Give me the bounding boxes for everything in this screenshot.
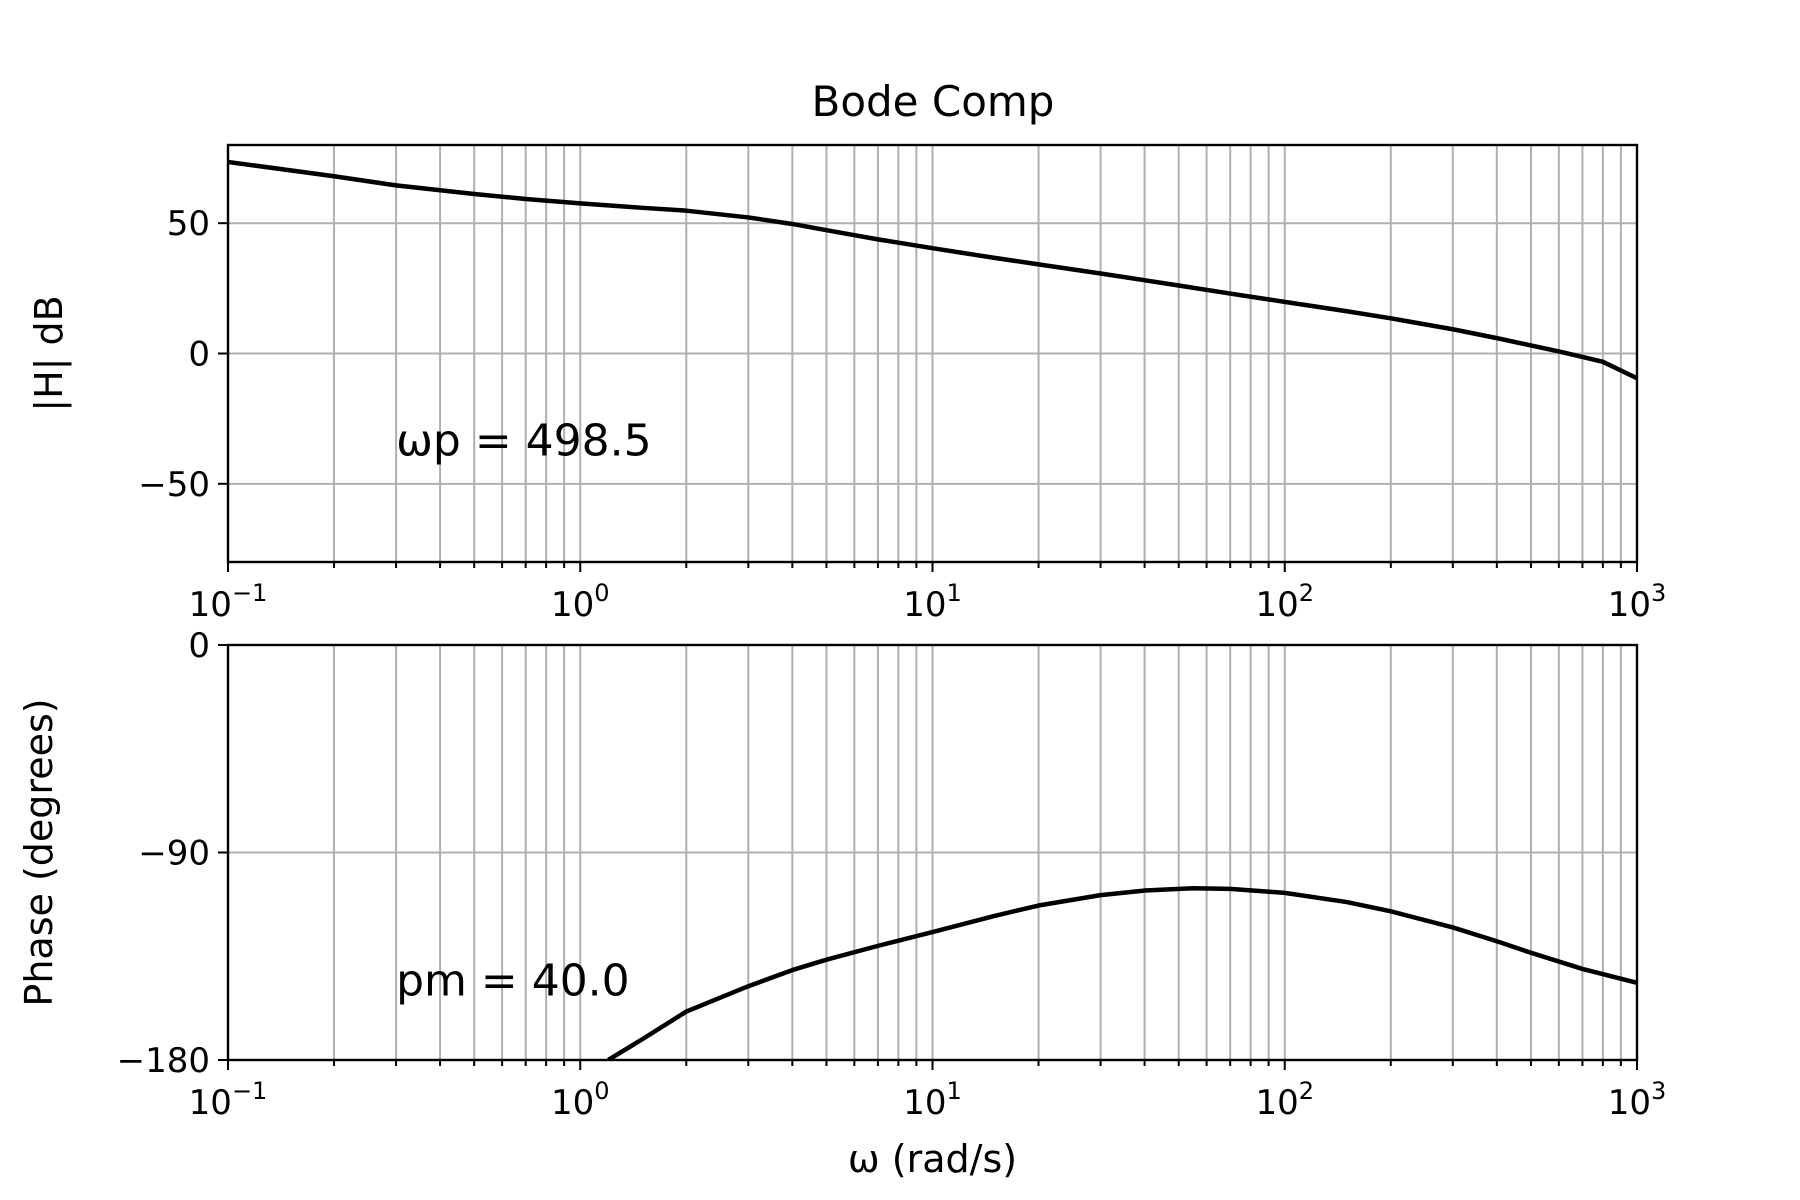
x-tick-label: 10−1 <box>189 579 268 625</box>
y-tick-label: −50 <box>138 465 210 505</box>
x-tick-label: 103 <box>1608 579 1667 625</box>
x-tick-label: 103 <box>1608 1077 1667 1123</box>
x-tick-label: 101 <box>903 1077 962 1123</box>
magnitude-ylabel: |H| dB <box>27 295 72 411</box>
x-tick-label: 101 <box>903 579 962 625</box>
y-tick-label: 0 <box>188 335 210 375</box>
phase-ylabel: Phase (degrees) <box>17 698 61 1006</box>
series-line <box>606 885 1637 1060</box>
y-tick-label: 0 <box>188 626 210 666</box>
x-tick-label: 10−1 <box>189 1077 268 1123</box>
x-tick-label: 102 <box>1255 1077 1314 1123</box>
magnitude-panel: 50 0 −50 10−1 100 101 102 103 ωp = 498.5 |H| dB <box>27 143 1667 625</box>
y-tick-label: −180 <box>117 1041 210 1081</box>
y-tick-label: 50 <box>167 204 210 244</box>
x-tick-label: 100 <box>551 579 610 625</box>
x-tick-label: 102 <box>1255 579 1314 625</box>
x-tick-label: 100 <box>551 1077 610 1123</box>
axes-frame <box>226 643 1639 1062</box>
y-tick-label: −90 <box>138 834 210 874</box>
chart-title: Bode Comp <box>812 77 1055 126</box>
annotation-text: pm = 40.0 <box>396 955 630 1006</box>
x-axis-label: ω (rad/s) <box>848 1137 1017 1181</box>
axes-frame <box>226 143 1639 564</box>
annotation-text: ωp = 498.5 <box>396 416 652 467</box>
series-line <box>228 159 1637 381</box>
